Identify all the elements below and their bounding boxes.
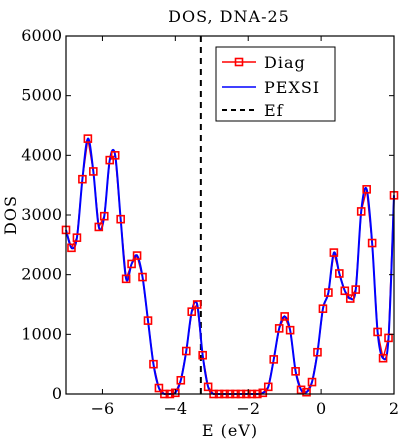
diag-point-45 <box>307 377 317 387</box>
diag-point-22 <box>181 346 191 356</box>
pexsi-series-line <box>65 137 395 395</box>
diag-point-4 <box>83 134 93 143</box>
diag-point-8 <box>105 155 115 165</box>
diag-point-54 <box>356 207 366 216</box>
diag-point-52 <box>345 294 355 303</box>
y-tick-label: 1000 <box>21 324 62 343</box>
diag-point-14 <box>138 272 147 282</box>
diag-point-49 <box>329 248 339 257</box>
diag-point-5 <box>89 167 98 176</box>
legend-label-pexsi: PEXSI <box>264 78 320 97</box>
diag-point-16 <box>149 359 158 369</box>
chart-title: DOS, DNA-25 <box>168 7 290 26</box>
diag-point-46 <box>313 347 322 357</box>
diag-point-41 <box>285 325 295 335</box>
y-tick-label: 0 <box>52 384 62 403</box>
diag-point-1 <box>67 243 76 253</box>
diag-point-36 <box>258 388 268 398</box>
diag-point-50 <box>335 269 344 278</box>
diag-point-53 <box>351 285 361 294</box>
y-tick-label: 4000 <box>21 145 62 164</box>
diag-point-44 <box>302 387 311 397</box>
diag-point-13 <box>132 251 142 260</box>
legend-label-diag: Diag <box>264 53 306 72</box>
diag-point-7 <box>99 211 109 221</box>
legend: Diag PEXSI Ef <box>215 46 336 122</box>
y-tick-label: 5000 <box>21 86 62 105</box>
diag-point-24 <box>192 300 202 309</box>
diag-point-57 <box>373 327 382 337</box>
diag-point-42 <box>291 367 300 376</box>
diag-point-10 <box>116 214 125 224</box>
x-tick-label: 2 <box>389 399 399 418</box>
diag-point-47 <box>318 304 328 313</box>
y-tick-label: 2000 <box>21 265 62 284</box>
diag-point-2 <box>72 233 82 242</box>
diag-point-9 <box>110 151 120 160</box>
diag-point-21 <box>176 375 186 385</box>
diag-point-38 <box>269 355 279 364</box>
axes: −6 −4 −2 0 2 0 1000 2000 3000 4000 5000 6000 <box>21 26 399 418</box>
diag-point-17 <box>154 383 164 393</box>
diag-point-39 <box>274 324 284 333</box>
x-axis-title: E (eV) <box>202 421 258 440</box>
diag-point-11 <box>121 274 131 284</box>
diag-point-56 <box>367 238 377 248</box>
y-tick-label: 6000 <box>21 26 62 45</box>
diag-point-58 <box>378 353 388 363</box>
diag-point-40 <box>280 312 289 321</box>
diag-point-6 <box>94 222 104 232</box>
x-tick-label: −2 <box>236 399 260 418</box>
y-axis-title: DOS <box>1 195 20 235</box>
diag-point-37 <box>263 382 273 392</box>
y-tick-label: 3000 <box>21 205 62 224</box>
diag-point-25 <box>198 350 207 360</box>
diag-point-43 <box>296 385 306 395</box>
diag-point-51 <box>340 286 350 296</box>
diag-series-line <box>65 138 395 395</box>
diag-point-3 <box>78 174 87 184</box>
diag-point-59 <box>384 333 393 343</box>
diag-point-23 <box>187 307 197 316</box>
x-tick-label: 0 <box>316 399 326 418</box>
legend-marker-diag <box>234 57 244 67</box>
legend-label-ef: Ef <box>264 101 284 120</box>
diag-point-48 <box>324 288 333 297</box>
diag-point-55 <box>362 185 371 194</box>
x-tick-label: −6 <box>91 399 115 418</box>
diag-point-15 <box>143 316 153 325</box>
x-tick-label: −4 <box>164 399 188 418</box>
diag-point-26 <box>203 382 213 392</box>
diag-point-12 <box>127 259 136 269</box>
